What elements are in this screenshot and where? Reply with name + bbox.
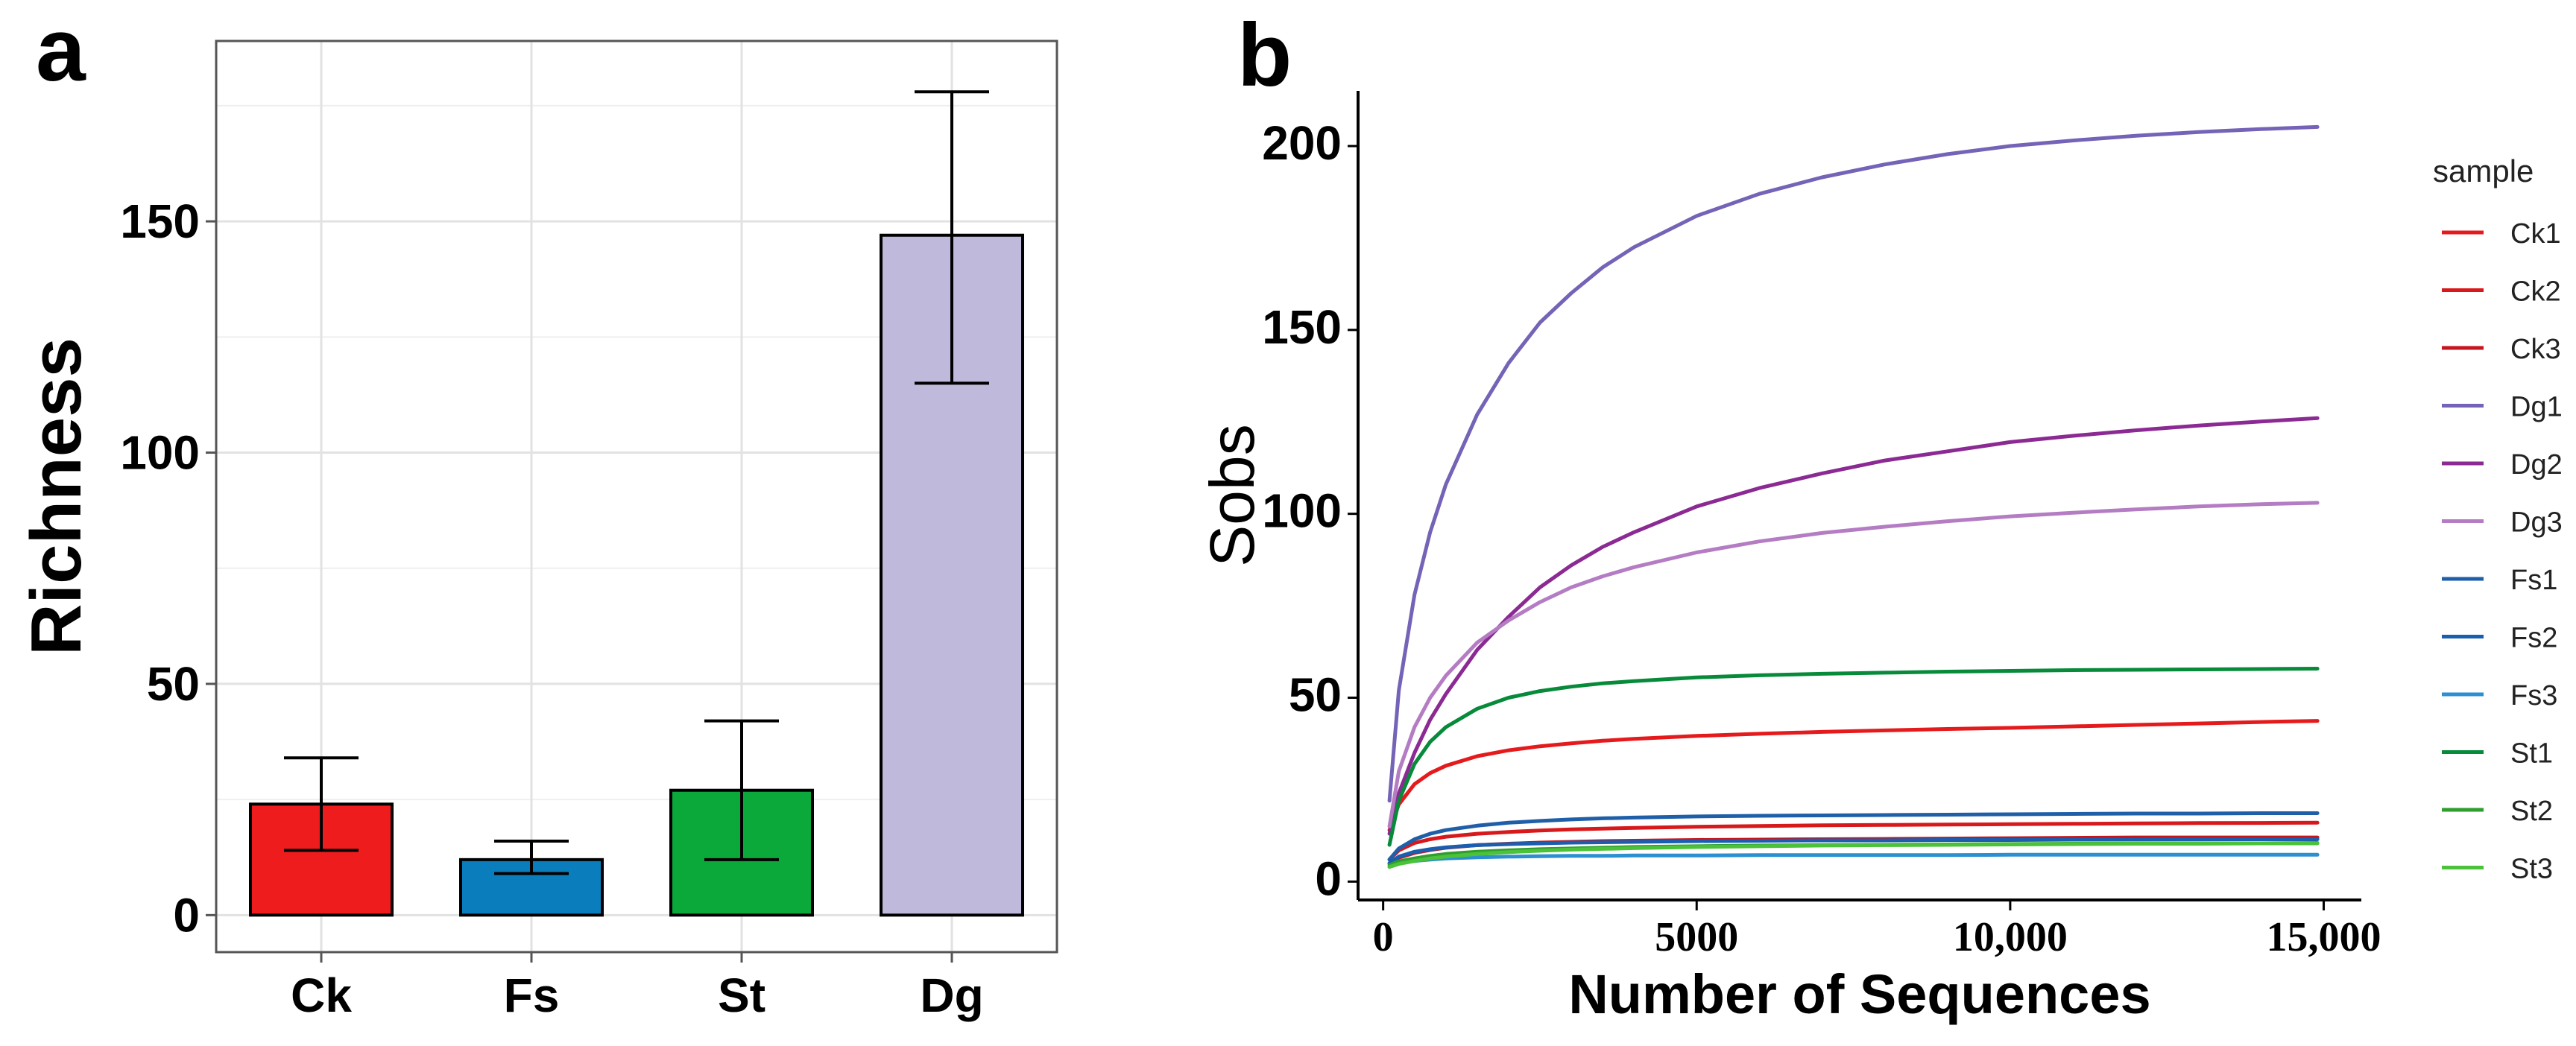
error-bar-Fs <box>494 840 569 875</box>
panel-a-axis-labels: 0 50 100 150 Ck Fs St Dg <box>120 194 983 1022</box>
y-tick-label: 200 <box>1262 116 1342 170</box>
legend-label: St1 <box>2510 738 2553 770</box>
y-tick-label: 0 <box>1315 852 1342 905</box>
legend-item-St3: St3 <box>2442 854 2553 885</box>
legend-title: sample <box>2433 153 2534 188</box>
series-line-Dg1 <box>1387 124 2320 803</box>
legend-item-Dg3: Dg3 <box>2442 507 2563 539</box>
legend-item-Ck2: Ck2 <box>2442 276 2561 308</box>
series-line-St3 <box>1387 841 2320 869</box>
x-tick-label: Dg <box>920 969 983 1022</box>
series-line-Dg3 <box>1387 501 2320 828</box>
x-tick-label: 10,000 <box>1953 914 2068 960</box>
error-bar-St <box>704 719 779 861</box>
legend-item-Fs1: Fs1 <box>2442 565 2557 596</box>
legend-label: Fs1 <box>2510 565 2557 596</box>
series-line-Dg2 <box>1387 416 2320 836</box>
panel-b-legend: sample Ck1 Ck2 Ck3 Dg1 Dg2 Dg3 Fs1 Fs2 Fs3 St1 St2… <box>2433 153 2563 885</box>
x-tick-label: Ck <box>291 969 352 1022</box>
legend-label: St2 <box>2510 796 2553 827</box>
y-tick-label: 100 <box>120 426 200 480</box>
y-tick-label: 100 <box>1262 484 1342 538</box>
legend-item-St1: St1 <box>2442 738 2553 770</box>
legend-item-Dg1: Dg1 <box>2442 392 2563 423</box>
series-line-Fs3 <box>1387 852 2320 869</box>
legend-label: Ck1 <box>2510 218 2561 250</box>
legend-label: Dg1 <box>2510 392 2563 423</box>
legend-label: St3 <box>2510 854 2553 885</box>
series-line-Fs1 <box>1387 811 2320 862</box>
panel-b-letter: b <box>1237 5 1292 105</box>
y-tick-label: 50 <box>1289 668 1342 722</box>
y-tick-label: 150 <box>120 194 200 248</box>
panel-b-rarefaction-curves: b 0 50 100 150 200 0 5000 10,000 15,000 Number o… <box>1197 5 2563 1025</box>
series-line-St1 <box>1387 667 2320 847</box>
legend-label: Dg3 <box>2510 507 2563 539</box>
panel-b-axes: 0 50 100 150 200 0 5000 10,000 15,000 <box>1262 91 2381 960</box>
y-tick-label: 50 <box>147 657 200 711</box>
legend-label: Ck2 <box>2510 276 2561 308</box>
legend-label: Fs2 <box>2510 623 2557 654</box>
panel-a-letter: a <box>36 0 86 100</box>
panel-b-x-axis-title: Number of Sequences <box>1568 963 2150 1025</box>
legend-label: Fs3 <box>2510 680 2557 711</box>
panel-a-bars <box>249 90 1024 917</box>
panel-b-y-axis-title: Sobs <box>1197 424 1267 566</box>
panel-a-plot-border <box>215 39 1058 954</box>
series-line-Ck2 <box>1387 820 2320 862</box>
y-tick-label: 0 <box>173 888 200 942</box>
x-tick-label: 5000 <box>1655 914 1738 960</box>
panel-a-y-axis-title: Richness <box>16 337 96 656</box>
x-tick-label: St <box>718 969 765 1022</box>
legend-item-Fs2: Fs2 <box>2442 623 2557 654</box>
error-bar-Dg <box>915 90 989 385</box>
legend-label: Dg2 <box>2510 449 2563 481</box>
legend-item-Dg2: Dg2 <box>2442 449 2563 481</box>
x-tick-label: 0 <box>1373 914 1394 960</box>
legend-item-Ck1: Ck1 <box>2442 218 2561 250</box>
y-tick-label: 150 <box>1262 300 1342 354</box>
x-tick-label: Fs <box>504 969 560 1022</box>
legend-label: Ck3 <box>2510 334 2561 365</box>
series-line-Fs2 <box>1387 837 2320 866</box>
legend-item-Fs3: Fs3 <box>2442 680 2557 711</box>
legend-item-Ck3: Ck3 <box>2442 334 2561 365</box>
x-tick-label: 15,000 <box>2267 914 2381 960</box>
error-bar-Ck <box>284 756 359 852</box>
panel-b-series-lines <box>1387 124 2320 869</box>
panel-a-richness-bar-chart: a 0 50 100 150 Ck Fs St Dg Richness <box>16 0 1058 1022</box>
series-line-Ck1 <box>1387 719 2320 832</box>
legend-item-St2: St2 <box>2442 796 2553 827</box>
